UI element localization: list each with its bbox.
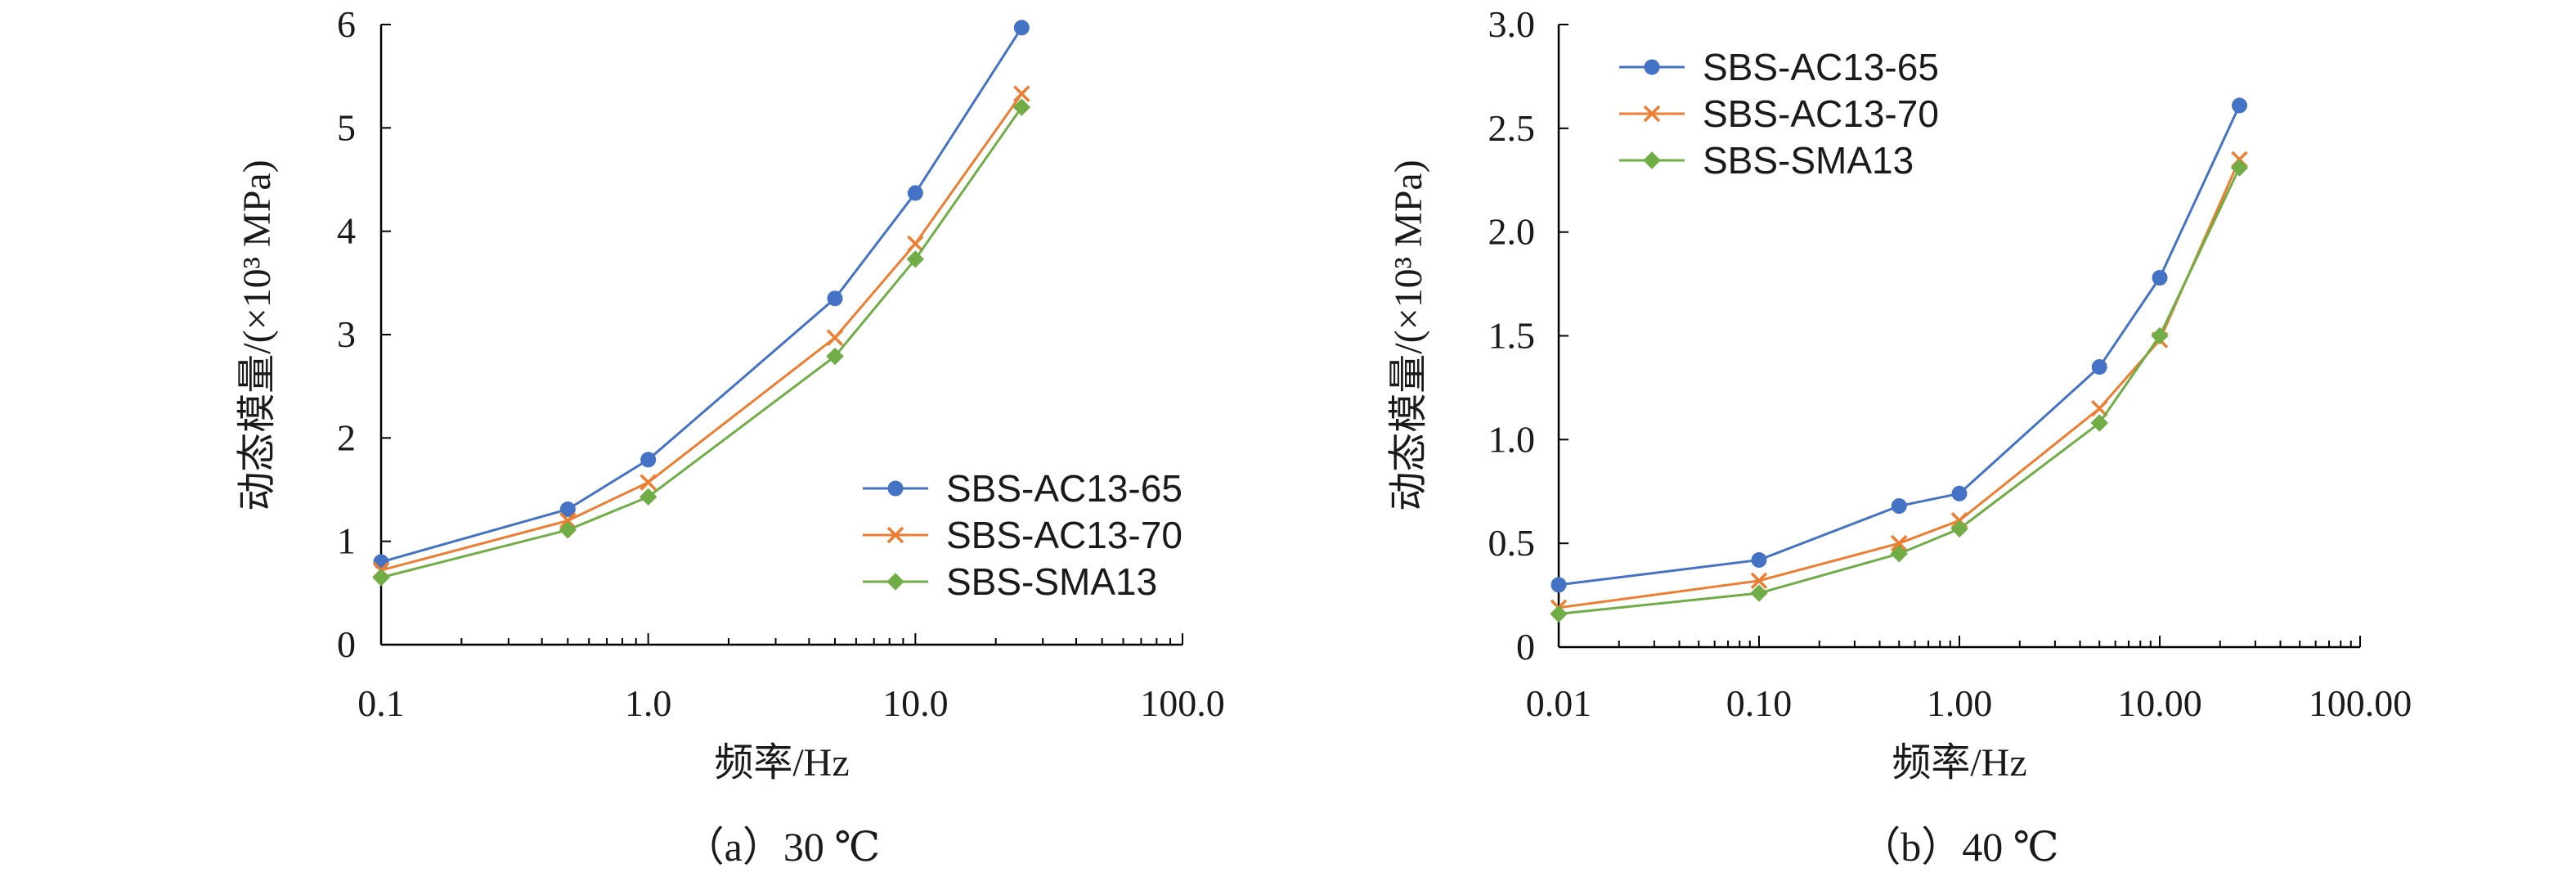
- y-tick-label: 3: [337, 313, 356, 355]
- legend-entry: SBS-AC13-70: [863, 514, 1183, 556]
- data-point: [1750, 572, 1768, 590]
- series-line: [380, 106, 1023, 579]
- data-point: [1013, 20, 1030, 36]
- y-tick-label: 0: [1516, 626, 1535, 668]
- x-axis-title: 频率/Hz: [1892, 741, 2026, 785]
- y-tick-label: 6: [337, 3, 356, 45]
- x-tick-label: 1.0: [625, 682, 672, 724]
- x-tick-label: 0.1: [357, 682, 405, 724]
- legend-marker: [886, 526, 904, 544]
- data-point: [640, 452, 657, 468]
- data-point: [906, 250, 925, 268]
- data-point: [907, 185, 923, 201]
- y-tick-label: 0.5: [1488, 522, 1536, 564]
- x-axis-title: 频率/Hz: [714, 741, 849, 785]
- legend-label: SBS-AC13-70: [946, 514, 1183, 556]
- legend-entry: SBS-AC13-65: [1619, 46, 1939, 88]
- data-point: [1891, 498, 1907, 515]
- legend-marker: [1643, 105, 1661, 123]
- y-tick-label: 3.0: [1488, 3, 1536, 45]
- data-point: [907, 235, 924, 253]
- legend-marker: [887, 480, 904, 497]
- y-tick-label: 2: [337, 416, 356, 458]
- series-SBS-SMA13: [1550, 159, 2249, 623]
- x-tick-label: 0.10: [1726, 682, 1793, 724]
- series-SBS-AC13-65: [1551, 97, 2247, 593]
- legend-label: SBS-SMA13: [1703, 139, 1914, 182]
- x-tick-label: 100.0: [1140, 682, 1225, 724]
- y-tick-label: 2.5: [1488, 107, 1536, 149]
- data-point: [1750, 584, 1768, 602]
- chart-panel-b: 0 0.5 1.0 1.5 2.0 2.5 3.0 0.01 0.10 1.00 10.00 100.…: [1387, 3, 2412, 870]
- legend-entry: SBS-AC13-65: [863, 467, 1183, 510]
- y-tick-label: 4: [337, 210, 356, 252]
- series-SBS-AC13-70: [372, 85, 1030, 579]
- data-point: [1751, 551, 1767, 568]
- data-point: [2091, 400, 2108, 417]
- y-axis-title: 动态模量/(×10³ MPa): [1387, 160, 1430, 510]
- data-point: [827, 290, 843, 307]
- x-tick-label: 10.00: [2117, 682, 2202, 724]
- series-line: [380, 92, 1023, 572]
- data-point: [1950, 519, 1968, 538]
- data-point: [1551, 577, 1567, 593]
- legend-entry: SBS-SMA13: [1619, 139, 1914, 182]
- y-tick-label: 0: [337, 623, 356, 665]
- data-point: [1890, 545, 1908, 563]
- data-point: [2091, 359, 2107, 376]
- legend-label: SBS-AC13-70: [1703, 92, 1939, 135]
- y-tick-label: 5: [337, 106, 356, 148]
- legend-label: SBS-AC13-65: [1703, 46, 1939, 88]
- data-point: [2090, 414, 2108, 432]
- legend-label: SBS-AC13-65: [946, 467, 1183, 510]
- x-tick-label: 0.01: [1526, 682, 1592, 724]
- data-point: [1891, 534, 1908, 552]
- y-tick-label: 2.0: [1488, 211, 1536, 253]
- data-point: [559, 521, 577, 539]
- panel-caption: （a）30 ℃: [684, 824, 881, 870]
- data-point: [2151, 326, 2169, 345]
- data-point: [373, 554, 389, 570]
- series-SBS-AC13-65: [373, 20, 1030, 570]
- data-point: [826, 347, 844, 366]
- data-point: [1012, 98, 1031, 116]
- y-axis-title: 动态模量/(×10³ MPa): [236, 160, 279, 510]
- data-point: [2152, 269, 2168, 286]
- data-point: [1013, 85, 1030, 102]
- data-point: [372, 569, 390, 587]
- x-tick-label: 1.00: [1927, 682, 1993, 724]
- y-tick-label: 1.5: [1488, 315, 1536, 357]
- data-point: [1550, 605, 1568, 623]
- data-point: [559, 501, 576, 518]
- legend-marker: [886, 573, 904, 591]
- data-point: [559, 512, 577, 529]
- data-point: [2230, 159, 2249, 177]
- legend-label: SBS-SMA13: [946, 560, 1157, 603]
- legend-marker: [1644, 59, 1660, 75]
- data-point: [639, 488, 657, 506]
- panel-caption: （b）40 ℃: [1860, 824, 2058, 870]
- legend-marker: [1643, 151, 1661, 169]
- data-point: [1951, 485, 1968, 501]
- series-line: [1558, 159, 2241, 609]
- chart-panel-a: 0 1 2 3 4 5 6 0.1 1.0 10.0 100.0 频率/Hz 动态模量/(×10³ MP…: [236, 3, 1225, 870]
- data-point: [2231, 97, 2247, 114]
- legend-entry: SBS-AC13-70: [1619, 92, 1939, 135]
- y-tick-label: 1: [337, 520, 356, 562]
- series-SBS-SMA13: [372, 98, 1031, 587]
- series-line: [380, 26, 1023, 564]
- x-tick-label: 10.0: [882, 682, 949, 724]
- x-tick-label: 100.00: [2309, 682, 2412, 724]
- legend-entry: SBS-SMA13: [863, 560, 1157, 603]
- y-tick-label: 1.0: [1488, 418, 1536, 460]
- data-point: [826, 329, 844, 347]
- data-point: [640, 474, 657, 491]
